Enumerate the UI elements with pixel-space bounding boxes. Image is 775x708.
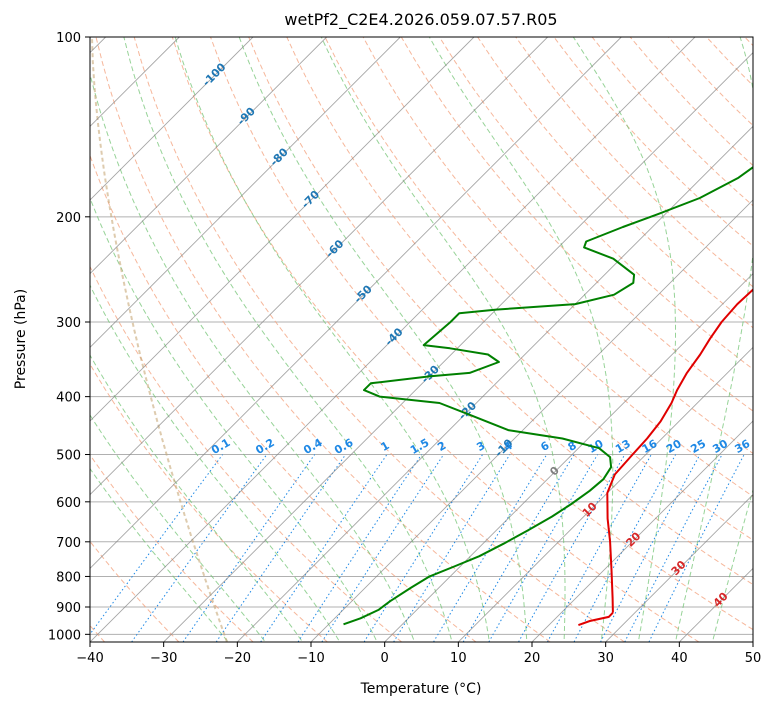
mixing-ratio-line	[131, 454, 268, 642]
temperature-line-base	[578, 611, 614, 627]
y-tick-label: 400	[56, 391, 81, 406]
moist-adiabat	[90, 196, 378, 642]
mixing-ratio-line	[260, 454, 388, 642]
x-tick-label: 50	[745, 651, 762, 666]
isotherm	[90, 37, 622, 569]
temperature-line	[606, 288, 753, 613]
dry-adiabat	[438, 37, 753, 370]
x-axis: −40 −30 −20 −10 0 10 20 30 40 50	[76, 642, 761, 666]
dry-adiabat	[286, 37, 753, 541]
dry-adiabat	[90, 265, 403, 642]
x-tick-label: −10	[297, 651, 324, 666]
isotherm	[90, 37, 475, 422]
y-tick-label: 300	[56, 316, 81, 331]
profile-series	[343, 166, 753, 627]
moist-adiabat	[90, 414, 266, 642]
dry-adiabat	[133, 37, 625, 642]
dry-adiabat	[95, 37, 551, 642]
moist-adiabat	[123, 37, 453, 642]
isotherms	[90, 37, 753, 642]
isotherm	[90, 37, 254, 201]
mixing-ratio-line	[433, 454, 548, 642]
isotherm	[90, 37, 696, 642]
y-tick-label: 200	[56, 211, 81, 226]
isotherm	[384, 273, 753, 642]
x-tick-label: 40	[671, 651, 688, 666]
isotherm	[163, 52, 753, 642]
isotherm	[90, 37, 548, 496]
dry-adiabat	[362, 37, 753, 455]
y-axis: 100 200 300 400 500 600 700 800 900 1000	[48, 31, 90, 643]
mixing-ratio-lines	[90, 454, 745, 642]
x-tick-label: −40	[76, 651, 103, 666]
isotherm	[237, 125, 753, 642]
moist-adiabat	[428, 37, 614, 642]
isotherm	[458, 346, 753, 642]
dry-adiabat	[90, 153, 477, 642]
mixing-ratio-line	[462, 454, 575, 642]
chart-title: wetPf2_C2E4.2026.059.07.57.R05	[284, 10, 557, 30]
x-tick-label: 30	[597, 651, 614, 666]
plot-frame	[89, 36, 754, 643]
isotherm	[90, 37, 401, 348]
lcl-curve	[91, 37, 228, 642]
moist-adiabat	[90, 284, 341, 642]
x-tick-label: −20	[224, 651, 251, 666]
moist-adiabat	[572, 37, 676, 642]
x-tick-label: 20	[524, 651, 541, 666]
x-tick-label: 0	[381, 651, 389, 666]
dry-adiabat	[210, 37, 753, 631]
dry-adiabat	[324, 37, 753, 498]
isotherm	[90, 37, 327, 275]
dry-adiabat	[90, 540, 180, 642]
isotherm	[310, 199, 753, 642]
y-tick-label: 900	[56, 601, 81, 616]
y-tick-label: 700	[56, 536, 81, 551]
y-tick-label: 500	[56, 449, 81, 464]
mixing-ratio-line	[321, 454, 445, 642]
dewpoint-line	[343, 166, 753, 626]
isotherm	[531, 420, 753, 642]
dry-adiabat	[90, 453, 254, 642]
moist-adiabat	[90, 467, 229, 642]
x-tick-label: 10	[450, 651, 467, 666]
mixing-ratio-line	[90, 454, 224, 636]
dry-adiabat	[400, 37, 753, 412]
y-axis-title: Pressure (hPa)	[13, 289, 29, 389]
mixing-ratio-line	[573, 454, 677, 642]
y-tick-label: 800	[56, 570, 81, 585]
mixing-ratio-line	[215, 454, 347, 642]
y-tick-label: 1000	[48, 628, 81, 643]
y-tick-label: 100	[56, 31, 81, 46]
y-tick-label: 600	[56, 496, 81, 511]
mixing-ratio-line	[297, 454, 422, 642]
moist-adiabat	[674, 37, 753, 642]
moist-adiabat	[320, 37, 566, 642]
dry-adiabat	[515, 37, 753, 288]
isotherm	[605, 494, 753, 642]
x-axis-title: Temperature (°C)	[360, 681, 482, 697]
lcl-curve	[91, 37, 228, 642]
dry-adiabat	[171, 37, 700, 642]
x-tick-label: −30	[150, 651, 177, 666]
moist-adiabat	[238, 37, 528, 642]
mixing-ratio-line	[518, 454, 626, 642]
mixing-ratio-line	[182, 454, 316, 642]
mixing-ratio-line	[488, 454, 599, 642]
isotherm	[752, 641, 753, 642]
moist-adiabat	[174, 37, 490, 642]
